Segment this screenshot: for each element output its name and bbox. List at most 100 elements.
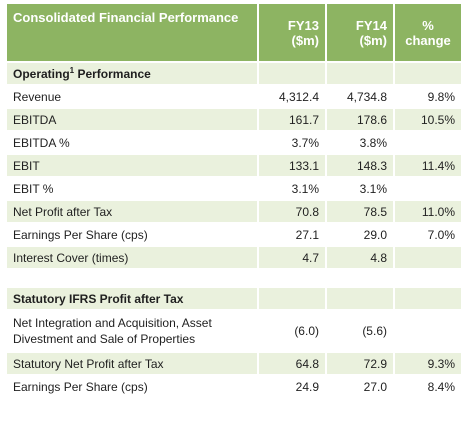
label-cell: Interest Cover (times) — [5, 245, 259, 270]
cell-text: Consolidated Financial Performance — [13, 10, 239, 25]
value-cell: 133.1 — [257, 153, 327, 178]
value-cell: 9.8% — [393, 84, 463, 109]
value-cell: 3.1% — [325, 176, 395, 201]
value-cell — [393, 268, 463, 288]
cell-text: Net Integration and Acquisition, Asset D… — [13, 316, 212, 346]
cell-text: 72.9 — [363, 356, 387, 371]
value-cell — [393, 286, 463, 311]
value-cell — [257, 268, 327, 288]
value-cell: 3.7% — [257, 130, 327, 155]
cell-text: Net Profit after Tax — [13, 204, 113, 219]
table-row: EBITDA % 3.7% 3.8% — [5, 130, 463, 155]
cell-text: 27.0 — [363, 379, 387, 394]
value-cell: (5.6) — [325, 309, 395, 353]
value-cell: 178.6 — [325, 107, 395, 132]
cell-text: Interest Cover (times) — [13, 250, 129, 265]
cell-text: Performance — [74, 67, 151, 81]
cell-text: 3.1% — [359, 181, 387, 196]
value-cell — [257, 286, 327, 311]
value-cell: (6.0) — [257, 309, 327, 353]
value-cell: 72.9 — [325, 351, 395, 376]
label-cell — [5, 268, 259, 288]
cell-text: EBITDA % — [13, 135, 70, 150]
label-cell: Operating1 Performance — [5, 61, 259, 86]
cell-text: 9.3% — [427, 356, 455, 371]
value-cell — [325, 286, 395, 311]
value-cell: 27.0 — [325, 374, 395, 399]
table-row: Operating1 Performance — [5, 61, 463, 86]
table-row — [5, 268, 463, 288]
cell-text: 161.7 — [288, 112, 319, 127]
cell-text: 133.1 — [288, 158, 319, 173]
table-row: Statutory IFRS Profit after Tax — [5, 286, 463, 311]
cell-text: Earnings Per Share (cps) — [13, 227, 148, 242]
value-cell — [393, 176, 463, 201]
label-cell: Revenue — [5, 84, 259, 109]
cell-text: 148.3 — [356, 158, 387, 173]
cell-text: 4,312.4 — [278, 89, 319, 104]
value-cell: 11.0% — [393, 199, 463, 224]
cell-text: EBIT % — [13, 181, 54, 196]
value-cell — [257, 61, 327, 86]
label-cell: Net Profit after Tax — [5, 199, 259, 224]
table-row: Earnings Per Share (cps) 24.9 27.0 8.4% — [5, 374, 463, 399]
value-cell: 4.7 — [257, 245, 327, 270]
label-cell: EBITDA % — [5, 130, 259, 155]
cell-text: Revenue — [13, 89, 62, 104]
value-cell: 7.0% — [393, 222, 463, 247]
cell-text: 11.4% — [421, 158, 455, 173]
label-cell: Statutory Net Profit after Tax — [5, 351, 259, 376]
table-row: EBIT 133.1 148.3 11.4% — [5, 153, 463, 178]
cell-text: Statutory Net Profit after Tax — [13, 356, 164, 371]
header-cell: FY13 ($m) — [257, 2, 327, 63]
header-cell: Consolidated Financial Performance — [5, 2, 259, 63]
table-row: Interest Cover (times) 4.7 4.8 — [5, 245, 463, 270]
cell-text: 3.1% — [291, 181, 319, 196]
cell-text: 11.0% — [421, 204, 455, 219]
value-cell — [393, 61, 463, 86]
table-row: Net Integration and Acquisition, Asset D… — [5, 309, 463, 353]
cell-text: ($m) — [359, 32, 387, 48]
cell-text: (5.6) — [362, 324, 387, 338]
value-cell: 3.1% — [257, 176, 327, 201]
cell-text: 3.8% — [359, 135, 387, 150]
value-cell: 4.8 — [325, 245, 395, 270]
header-cell: % change — [393, 2, 463, 63]
value-cell: 70.8 — [257, 199, 327, 224]
label-cell: EBITDA — [5, 107, 259, 132]
value-cell: 148.3 — [325, 153, 395, 178]
label-cell: Earnings Per Share (cps) — [5, 222, 259, 247]
value-cell — [393, 130, 463, 155]
value-cell — [325, 268, 395, 288]
cell-text: 8.4% — [427, 379, 455, 394]
value-cell — [393, 309, 463, 353]
label-cell: EBIT % — [5, 176, 259, 201]
label-cell: Earnings Per Share (cps) — [5, 374, 259, 399]
label-cell: Statutory IFRS Profit after Tax — [5, 286, 259, 311]
cell-text: 4.7 — [302, 250, 319, 265]
cell-text: % — [422, 17, 434, 33]
cell-text: FY13 — [287, 17, 319, 33]
label-cell: Net Integration and Acquisition, Asset D… — [5, 309, 259, 353]
cell-text: ($m) — [291, 32, 319, 48]
cell-text: 70.8 — [295, 204, 319, 219]
value-cell: 29.0 — [325, 222, 395, 247]
value-cell — [325, 61, 395, 86]
cell-text: FY14 — [355, 17, 387, 33]
value-cell: 27.1 — [257, 222, 327, 247]
value-cell: 161.7 — [257, 107, 327, 132]
label-cell: EBIT — [5, 153, 259, 178]
cell-text: EBITDA — [13, 112, 57, 127]
cell-text: 3.7% — [291, 135, 319, 150]
table-body: Operating1 Performance Revenue 4,312.4 4,73… — [5, 61, 463, 399]
cell-text: 64.8 — [295, 356, 319, 371]
cell-text: 10.5% — [420, 112, 455, 127]
cell-text: 1 — [69, 66, 75, 75]
value-cell: 4,734.8 — [325, 84, 395, 109]
table-row: EBITDA 161.7 178.6 10.5% — [5, 107, 463, 132]
table-row: Net Profit after Tax 70.8 78.5 11.0% — [5, 199, 463, 224]
cell-text: Statutory IFRS Profit after Tax — [13, 291, 184, 306]
cell-text: Earnings Per Share (cps) — [13, 379, 148, 394]
cell-text: 4,734.8 — [346, 89, 387, 104]
cell-text: 29.0 — [363, 227, 387, 242]
